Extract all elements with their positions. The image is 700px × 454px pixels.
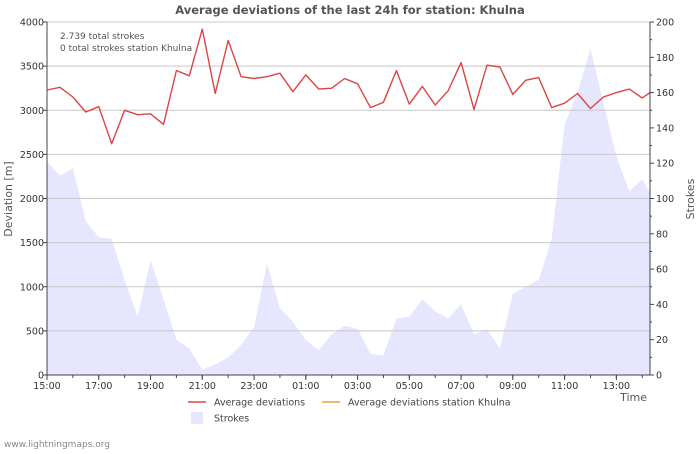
y-left-tick-label: 2500 — [20, 150, 44, 161]
y-left-tick-label: 1500 — [20, 238, 44, 249]
legend-label: Average deviations station Khulna — [348, 398, 511, 409]
x-tick-label: 07:00 — [447, 381, 474, 392]
strokes-area — [47, 49, 650, 376]
chart-title: Average deviations of the last 24h for s… — [175, 3, 524, 17]
y-right-tick-label: 200 — [656, 18, 674, 29]
x-tick-label: 09:00 — [499, 381, 526, 392]
y-axis-left-label: Deviation [m] — [2, 161, 15, 236]
x-tick-label: 11:00 — [551, 381, 578, 392]
legend-swatch — [191, 412, 203, 424]
legend-label: Strokes — [214, 414, 249, 425]
y-right-tick-label: 140 — [656, 123, 674, 134]
x-tick-label: 23:00 — [240, 381, 267, 392]
annotation-station-strokes: 0 total strokes station Khulna — [60, 44, 192, 54]
y-right-tick-label: 120 — [656, 159, 674, 170]
footer-credit: www.lightningmaps.org — [4, 440, 110, 450]
x-axis-label: Time — [619, 391, 647, 404]
y-left-tick-label: 3000 — [20, 106, 44, 117]
annotation-total-strokes: 2.739 total strokes — [60, 32, 145, 42]
y-left-tick-label: 500 — [26, 326, 44, 337]
y-right-tick-label: 160 — [656, 88, 674, 99]
x-tick-label: 19:00 — [137, 381, 164, 392]
y-left-tick-label: 3500 — [20, 62, 44, 73]
y-left-tick-label: 0 — [38, 371, 44, 382]
y-right-tick-label: 20 — [656, 335, 668, 346]
legend: Average deviations Average deviations sta… — [188, 398, 511, 425]
y-right-tick-label: 180 — [656, 53, 674, 64]
x-tick-label: 03:00 — [344, 381, 371, 392]
y-left-tick-label: 1000 — [20, 282, 44, 293]
y-right-tick-label: 100 — [656, 194, 674, 205]
y-axis-right-label: Strokes — [684, 178, 697, 219]
x-tick-label: 17:00 — [85, 381, 112, 392]
y-right-tick-label: 80 — [656, 229, 668, 240]
x-tick-label: 05:00 — [396, 381, 423, 392]
y-right-tick-label: 60 — [656, 265, 668, 276]
x-tick-label: 15:00 — [33, 381, 60, 392]
y-right-tick-label: 0 — [656, 371, 662, 382]
strokes-area-layer — [47, 48, 650, 375]
y-right-tick-label: 40 — [656, 300, 668, 311]
y-left-tick-label: 4000 — [20, 18, 44, 29]
x-tick-label: 21:00 — [189, 381, 216, 392]
y-left-tick-label: 2000 — [20, 194, 44, 205]
x-tick-label: 01:00 — [292, 381, 319, 392]
legend-label: Average deviations — [214, 398, 305, 409]
